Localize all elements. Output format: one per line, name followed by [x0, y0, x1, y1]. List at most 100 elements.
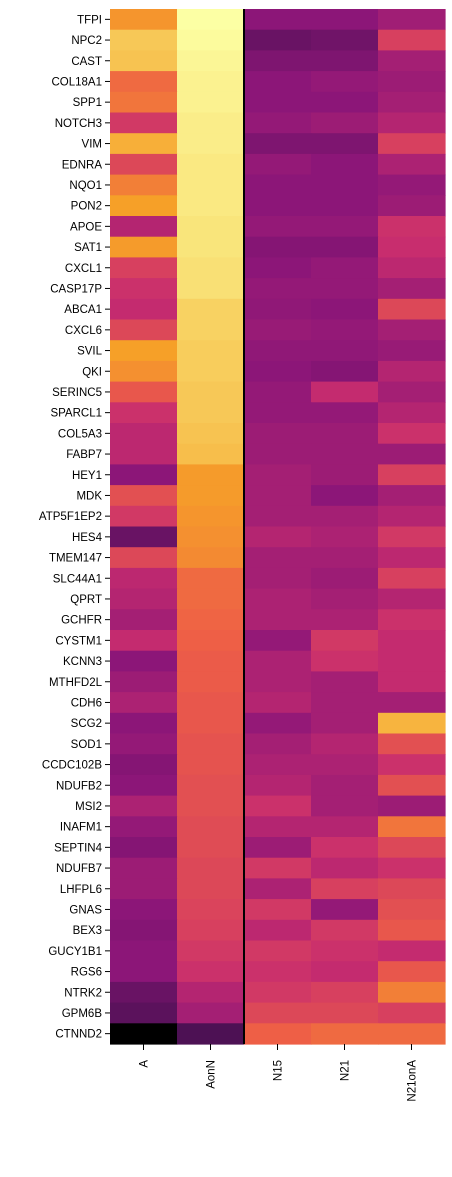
heatmap-cell-gucy1b1-a — [110, 940, 178, 962]
heatmap-cell-hey1-aonn — [177, 464, 245, 486]
heatmap-cell-col18a1-a — [110, 71, 178, 93]
row-label-ndufb7: NDUFB7 — [56, 863, 102, 875]
heatmap-cell-inafm1-a — [110, 816, 178, 838]
heatmap-cell-hey1-n21 — [311, 464, 379, 486]
row-label-casp17p: CASP17P — [50, 283, 102, 295]
heatmap-cell-lhfpl6-n15 — [244, 878, 312, 900]
heatmap-cell-nqo1-n21 — [311, 174, 379, 196]
heatmap-cell-nqo1-a — [110, 174, 178, 196]
heatmap-cell-col5a3-a — [110, 423, 178, 445]
heatmap-cell-sat1-n21ona — [378, 236, 446, 258]
heatmap-cell-rgs6-n21ona — [378, 961, 446, 983]
heatmap-cell-cxcl1-a — [110, 257, 178, 279]
heatmap-cells — [110, 9, 446, 1045]
heatmap-cell-ednra-n21 — [311, 153, 379, 176]
heatmap-cell-ccdc102b-n15 — [244, 754, 312, 776]
heatmap-cell-kcnn3-n21ona — [378, 650, 446, 672]
row-label-nqo1: NQO1 — [69, 180, 102, 192]
heatmap-cell-npc2-n21 — [311, 29, 379, 51]
heatmap-cell-atp5f1ep2-aonn — [177, 505, 245, 528]
row-label-ednra: EDNRA — [62, 159, 103, 171]
heatmap-cell-cast-n21ona — [378, 50, 446, 72]
heatmap-cell-tfpi-a — [110, 9, 178, 31]
heatmap-cell-ednra-a — [110, 153, 178, 176]
heatmap-cell-lhfpl6-a — [110, 878, 178, 900]
heatmap-cell-lhfpl6-n21 — [311, 878, 379, 900]
heatmap-cell-septin4-aonn — [177, 837, 245, 859]
heatmap-cell-cystm1-n21ona — [378, 630, 446, 652]
heatmap-cell-notch3-aonn — [177, 112, 245, 134]
heatmap-cell-casp17p-n21 — [311, 278, 379, 300]
column-label-n21ona: N21onA — [407, 1060, 419, 1102]
row-label-ntrk2: NTRK2 — [64, 987, 102, 999]
heatmap-cell-fabp7-n21 — [311, 443, 379, 465]
row-label-bex3: BEX3 — [73, 925, 102, 937]
heatmap-cell-col18a1-n21 — [311, 71, 379, 93]
heatmap-cell-tfpi-n15 — [244, 9, 312, 31]
heatmap-cell-mthfd2l-aonn — [177, 671, 245, 693]
heatmap-cell-sat1-n21 — [311, 236, 379, 258]
column-label-n21: N21 — [340, 1060, 352, 1081]
heatmap-cell-ctnnd2-n21 — [311, 1023, 379, 1045]
heatmap-cell-msi2-n15 — [244, 795, 312, 817]
row-label-abca1: ABCA1 — [64, 304, 102, 316]
heatmap-cell-cast-a — [110, 50, 178, 72]
heatmap-cell-qprt-aonn — [177, 588, 245, 610]
heatmap-cell-ndufb7-n21 — [311, 857, 379, 879]
row-label-sat1: SAT1 — [74, 242, 102, 254]
heatmap-cell-scg2-n15 — [244, 712, 312, 735]
heatmap-cell-atp5f1ep2-n15 — [244, 505, 312, 528]
heatmap-cell-sod1-n15 — [244, 733, 312, 755]
heatmap-cell-npc2-n21ona — [378, 29, 446, 51]
heatmap-cell-gpm6b-a — [110, 1002, 178, 1024]
row-label-apoe: APOE — [70, 221, 102, 233]
heatmap-cell-cdh6-n21 — [311, 692, 379, 714]
heatmap-cell-ndufb2-a — [110, 774, 178, 797]
heatmap-cell-kcnn3-aonn — [177, 650, 245, 672]
heatmap-cell-sparcl1-n21ona — [378, 402, 446, 424]
heatmap-cell-vim-aonn — [177, 133, 245, 155]
heatmap-cell-gchfr-n21ona — [378, 609, 446, 631]
heatmap-cell-ednra-n21ona — [378, 153, 446, 176]
heatmap-cell-tmem147-n21 — [311, 547, 379, 569]
heatmap-cell-gnas-a — [110, 899, 178, 921]
heatmap-cell-casp17p-aonn — [177, 278, 245, 300]
row-label-gchfr: GCHFR — [61, 615, 102, 627]
heatmap-cell-qprt-a — [110, 588, 178, 610]
heatmap-cell-slc44a1-n15 — [244, 567, 312, 590]
heatmap-cell-cystm1-aonn — [177, 630, 245, 652]
heatmap-cell-gnas-n15 — [244, 899, 312, 921]
heatmap-cell-tmem147-n21ona — [378, 547, 446, 569]
row-label-gnas: GNAS — [69, 904, 102, 916]
row-label-gucy1b1: GUCY1B1 — [48, 946, 102, 958]
row-label-pon2: PON2 — [71, 201, 102, 213]
heatmap-cell-cast-n21 — [311, 50, 379, 72]
heatmap-cell-qki-aonn — [177, 360, 245, 383]
heatmap-cell-ndufb7-n15 — [244, 857, 312, 879]
heatmap-cell-cdh6-aonn — [177, 692, 245, 714]
row-label-kcnn3: KCNN3 — [63, 656, 102, 668]
heatmap-cell-abca1-n21ona — [378, 298, 446, 321]
heatmap-cell-tfpi-n21 — [311, 9, 379, 31]
heatmap-cell-ednra-n15 — [244, 153, 312, 176]
heatmap-cell-sod1-n21 — [311, 733, 379, 755]
heatmap-cell-gpm6b-n15 — [244, 1002, 312, 1024]
heatmap-cell-cast-aonn — [177, 50, 245, 72]
row-label-cxcl1: CXCL1 — [65, 263, 102, 275]
heatmap-cell-ccdc102b-aonn — [177, 754, 245, 776]
heatmap-cell-ndufb2-aonn — [177, 774, 245, 797]
heatmap-cell-spp1-n21ona — [378, 91, 446, 114]
heatmap-cell-ccdc102b-n21ona — [378, 754, 446, 776]
heatmap-cell-cxcl6-n21 — [311, 319, 379, 341]
heatmap-cell-hey1-n15 — [244, 464, 312, 486]
heatmap-cell-apoe-aonn — [177, 216, 245, 238]
heatmap-cell-septin4-n15 — [244, 837, 312, 859]
heatmap-cell-hey1-n21ona — [378, 464, 446, 486]
heatmap-cell-hes4-n21ona — [378, 526, 446, 548]
heatmap-cell-cdh6-n21ona — [378, 692, 446, 714]
heatmap-cell-gucy1b1-n15 — [244, 940, 312, 962]
row-label-ccdc102b: CCDC102B — [42, 760, 102, 772]
row-label-inafm1: INAFM1 — [60, 822, 102, 834]
heatmap-cell-scg2-aonn — [177, 712, 245, 735]
